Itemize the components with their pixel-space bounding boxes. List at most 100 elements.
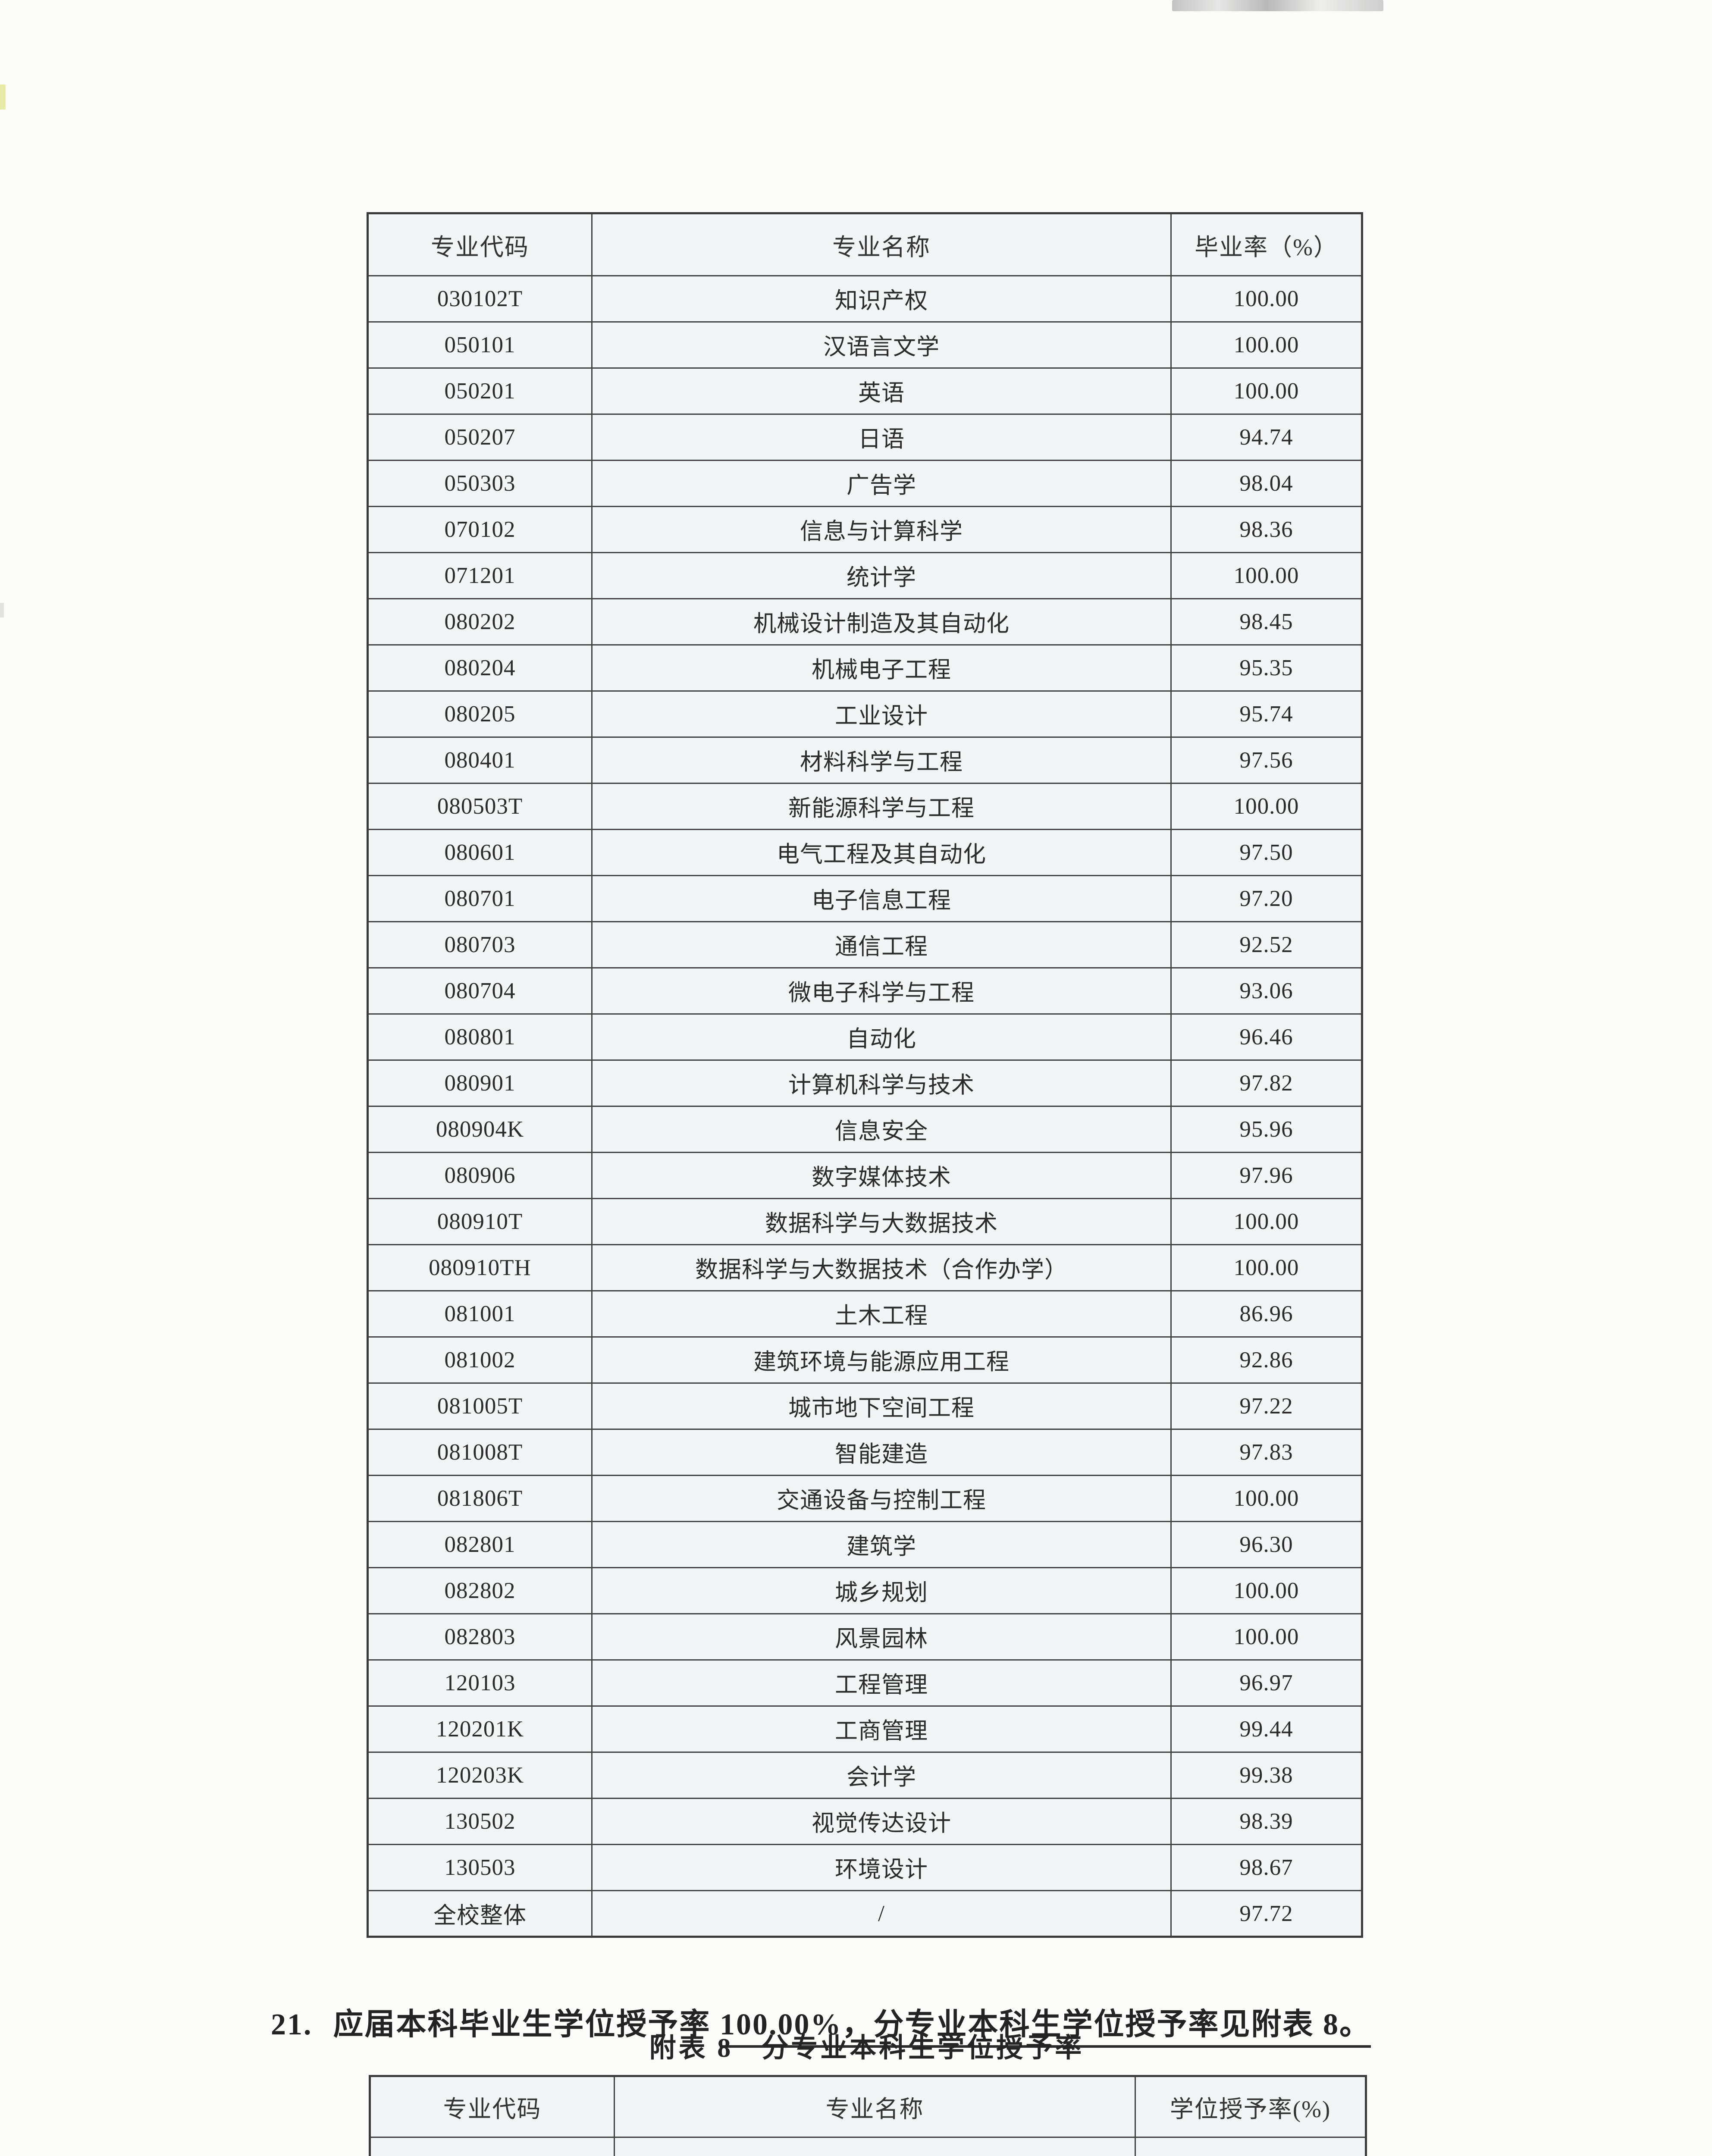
rate-cell: 96.30 (1170, 1521, 1363, 1568)
rate-cell: 97.96 (1170, 1152, 1363, 1199)
major-name-cell: 机械设计制造及其自动化 (591, 598, 1172, 646)
caption-label: 附表 8 (649, 2034, 734, 2063)
table-row: 080202 机械设计制造及其自动化 98.45 (367, 598, 1363, 646)
major-name-cell: 风景园林 (591, 1613, 1172, 1661)
table-row: 081008T 智能建造 97.83 (367, 1429, 1363, 1476)
major-code-cell: 全校整体 (367, 1890, 593, 1937)
major-name-cell: 知识产权 (591, 275, 1172, 323)
table-row: 080906 数字媒体技术 97.96 (367, 1152, 1363, 1199)
major-code-cell: 081806T (367, 1475, 593, 1522)
table-row: 050207 日语 94.74 (367, 414, 1363, 461)
table-row: 全校整体/97.72 (367, 1890, 1363, 1937)
table-row: 070102 信息与计算科学 98.36 (367, 506, 1363, 553)
table-row: 080204 机械电子工程 95.35 (367, 644, 1363, 692)
major-code-cell: 080503T (367, 783, 593, 830)
rate-cell: 94.74 (1170, 414, 1363, 461)
table-row: 071201 统计学 100.00 (367, 552, 1363, 599)
major-name-cell: 汉语言文学 (591, 321, 1172, 369)
major-code-cell: 080704 (367, 967, 593, 1015)
table-row: 080701 电子信息工程 97.20 (367, 875, 1363, 922)
major-name-cell: 英语 (591, 367, 1172, 415)
column-header: 毕业率（%） (1170, 213, 1363, 276)
major-code-cell: 080801 (367, 1013, 593, 1061)
major-name-cell: 城乡规划 (591, 1567, 1172, 1614)
major-code-cell: 080401 (367, 736, 593, 784)
column-header: 专业代码 (369, 2075, 615, 2138)
rate-cell: 97.50 (1170, 829, 1363, 876)
major-name-cell: 数字媒体技术 (591, 1152, 1172, 1199)
major-name-cell: 信息安全 (591, 1106, 1172, 1153)
major-code-cell: 082803 (367, 1613, 593, 1661)
rate-cell: 98.45 (1170, 598, 1363, 646)
table-row: 020307T经济与金融100.00 (369, 2137, 1367, 2156)
major-code-cell: 050201 (367, 367, 593, 415)
rate-cell: 100.00 (1170, 1244, 1363, 1291)
table-row: 130502 视觉传达设计 98.39 (367, 1798, 1363, 1845)
rate-cell: 97.83 (1170, 1429, 1363, 1476)
major-code-cell: 080701 (367, 875, 593, 922)
major-code-cell: 050101 (367, 321, 593, 369)
major-code-cell: 080205 (367, 690, 593, 738)
caption-title: 分专业本科生学位授予率 (762, 2034, 1085, 2063)
table-row: 030102T 知识产权 100.00 (367, 275, 1363, 323)
major-name-cell: 交通设备与控制工程 (591, 1475, 1172, 1522)
major-code-cell: 030102T (367, 275, 593, 323)
rate-cell: 100.00 (1170, 367, 1363, 415)
column-header: 专业代码 (367, 213, 593, 276)
rate-cell: 100.00 (1170, 552, 1363, 599)
table-row: 080904K 信息安全 95.96 (367, 1106, 1363, 1153)
column-header: 专业名称 (591, 213, 1172, 276)
major-code-cell: 070102 (367, 506, 593, 553)
major-name-cell: 会计学 (591, 1752, 1172, 1799)
table-row: 081001 土木工程 86.96 (367, 1290, 1363, 1338)
major-code-cell: 020307T (369, 2137, 615, 2156)
major-name-cell: 材料科学与工程 (591, 736, 1172, 784)
paragraph-21-number: 21. (271, 2008, 313, 2041)
major-name-cell: 经济与金融 (614, 2137, 1136, 2156)
table-row: 080704 微电子科学与工程 93.06 (367, 967, 1363, 1015)
scan-smudge-top-right (1172, 0, 1383, 11)
major-code-cell: 082801 (367, 1521, 593, 1568)
rate-cell: 92.52 (1170, 921, 1363, 968)
major-code-cell: 081002 (367, 1336, 593, 1384)
major-name-cell: 工业设计 (591, 690, 1172, 738)
rate-cell: 98.36 (1170, 506, 1363, 553)
major-code-cell: 080601 (367, 829, 593, 876)
major-code-cell: 082802 (367, 1567, 593, 1614)
major-name-cell: 环境设计 (591, 1844, 1172, 1891)
major-name-cell: 数据科学与大数据技术 (591, 1198, 1172, 1245)
table-row: 080910TH 数据科学与大数据技术（合作办学） 100.00 (367, 1244, 1363, 1291)
major-name-cell: 数据科学与大数据技术（合作办学） (591, 1244, 1172, 1291)
table-row: 080205 工业设计 95.74 (367, 690, 1363, 738)
table-row: 120103 工程管理 96.97 (367, 1659, 1363, 1707)
paragraph-21-text: 应届本科毕业生学位授予率 (333, 2008, 720, 2041)
table-row: 081005T 城市地下空间工程 97.22 (367, 1382, 1363, 1430)
major-code-cell: 130502 (367, 1798, 593, 1845)
rate-cell: 100.00 (1135, 2137, 1367, 2156)
table-row: 080801 自动化 96.46 (367, 1013, 1363, 1061)
major-name-cell: 通信工程 (591, 921, 1172, 968)
major-code-cell: 081005T (367, 1382, 593, 1430)
table-row: 050201 英语 100.00 (367, 367, 1363, 415)
column-header: 学位授予率(%) (1135, 2075, 1367, 2138)
table-row: 081002 建筑环境与能源应用工程 92.86 (367, 1336, 1363, 1384)
major-code-cell: 080703 (367, 921, 593, 968)
rate-cell: 97.82 (1170, 1059, 1363, 1107)
rate-cell: 99.44 (1170, 1705, 1363, 1753)
major-name-cell: 信息与计算科学 (591, 506, 1172, 553)
major-name-cell: 广告学 (591, 460, 1172, 507)
major-name-cell: 电子信息工程 (591, 875, 1172, 922)
rate-cell: 97.56 (1170, 736, 1363, 784)
rate-cell: 93.06 (1170, 967, 1363, 1015)
major-code-cell: 120201K (367, 1705, 593, 1753)
scan-mark-left-gray (0, 603, 4, 617)
major-name-cell: / (591, 1890, 1172, 1937)
major-name-cell: 城市地下空间工程 (591, 1382, 1172, 1430)
major-code-cell: 120203K (367, 1752, 593, 1799)
table-row: 080401 材料科学与工程 97.56 (367, 736, 1363, 784)
rate-cell: 86.96 (1170, 1290, 1363, 1338)
table-row: 120201K 工商管理 99.44 (367, 1705, 1363, 1753)
rate-cell: 100.00 (1170, 1198, 1363, 1245)
major-code-cell: 080910TH (367, 1244, 593, 1291)
rate-cell: 97.72 (1170, 1890, 1363, 1937)
